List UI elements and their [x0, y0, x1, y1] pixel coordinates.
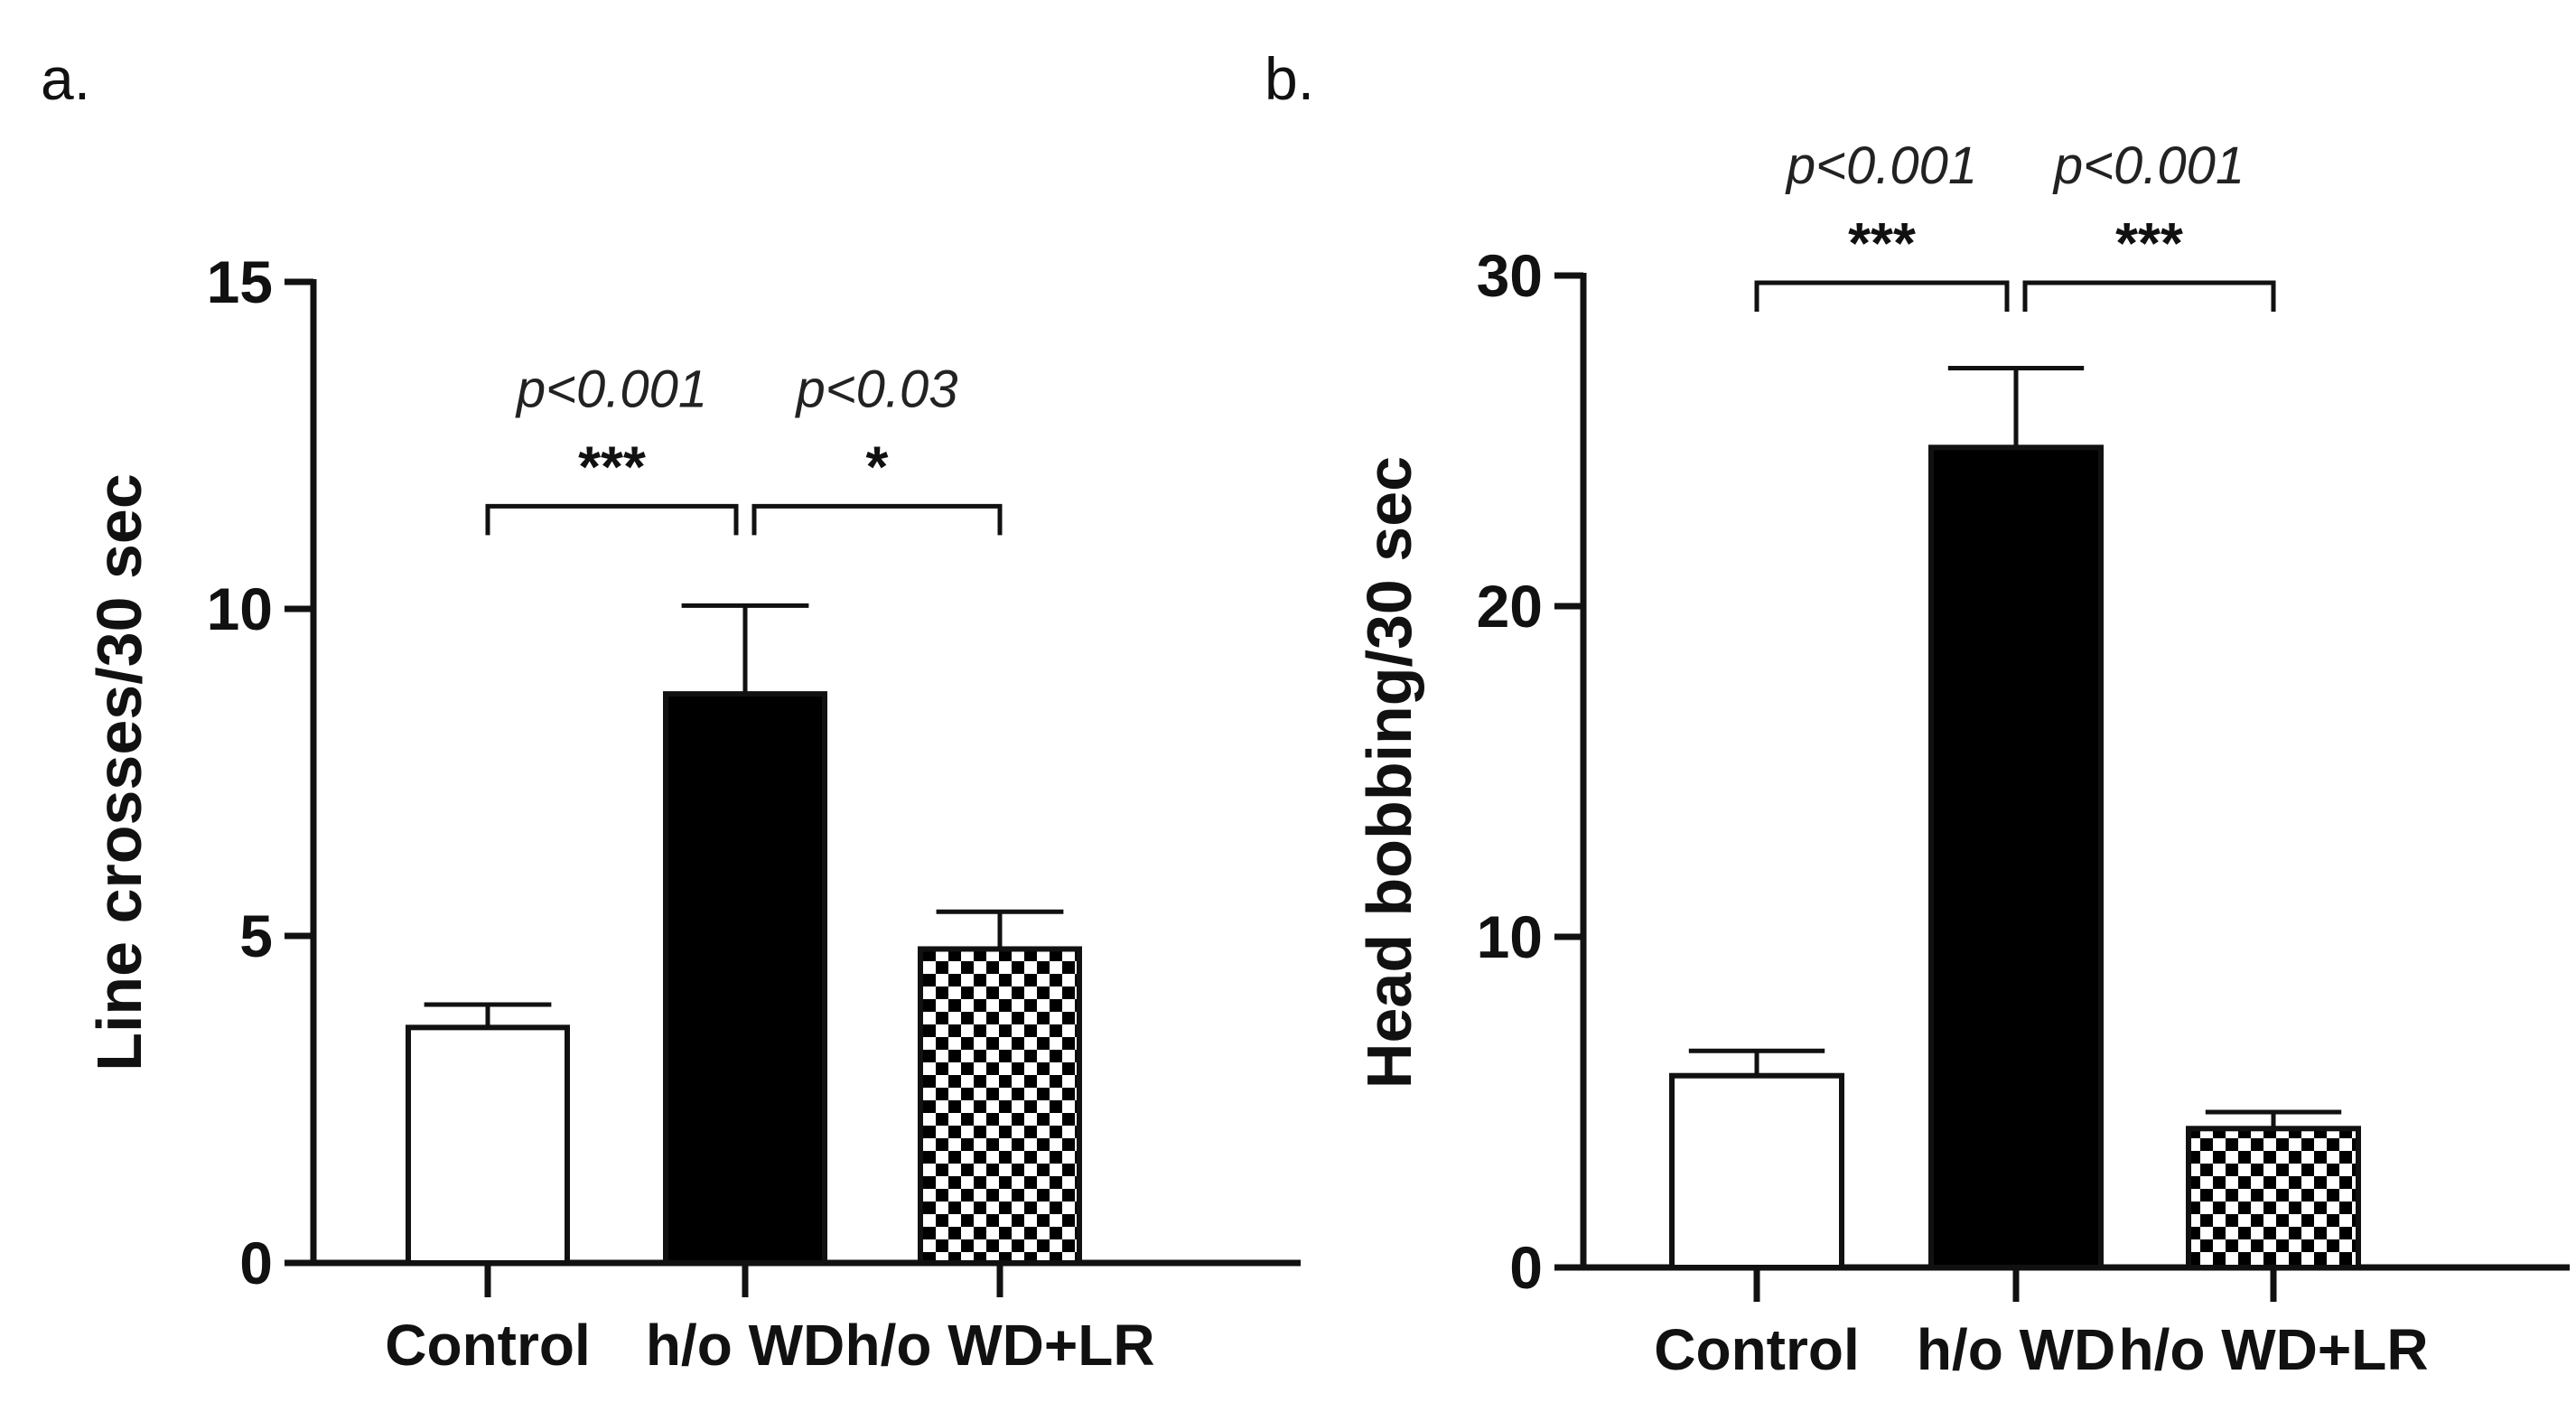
bar-h-o-wd — [1928, 444, 2104, 1270]
significance-stars: * — [866, 434, 889, 499]
x-tick-label: h/o WD — [646, 1313, 845, 1378]
significance-stars: *** — [2115, 210, 2183, 276]
panel-a: a. Line crosses/30 sec 0 5 10 15 Control h/o … — [41, 45, 1301, 1378]
bar-h-o-wd-lr — [918, 946, 1082, 1266]
bar-h-o-wd — [663, 691, 827, 1266]
y-axis-title: Line crosses/30 sec — [84, 473, 154, 1071]
panel-label: a. — [41, 45, 90, 112]
y-tick-label: 5 — [239, 902, 273, 969]
y-tick-label: 0 — [239, 1230, 273, 1296]
y-tick-label: 0 — [1509, 1234, 1543, 1301]
y-tick-label: 15 — [207, 248, 273, 315]
x-tick-label: Control — [385, 1313, 591, 1378]
bar-h-o-wd-lr — [2186, 1126, 2361, 1271]
p-value: p<0.001 — [515, 360, 707, 418]
x-tick-label: h/o WD+LR — [2118, 1317, 2428, 1382]
x-tick-label: h/o WD+LR — [845, 1313, 1154, 1378]
y-tick-label: 10 — [207, 575, 273, 642]
y-tick-label: 30 — [1477, 242, 1543, 309]
significance-bracket — [751, 503, 1003, 536]
bar-control — [406, 1024, 570, 1266]
significance-stars: *** — [1848, 210, 1916, 276]
y-axis-title: Head bobbing/30 sec — [1354, 456, 1424, 1089]
significance-bracket — [2022, 280, 2276, 312]
panel-b: b. Head bobbing/30 sec 0 10 20 30 Control h/o… — [1265, 45, 2570, 1382]
significance-bracket — [485, 503, 739, 536]
bar-control — [1669, 1072, 1844, 1270]
y-tick-label: 10 — [1477, 903, 1543, 970]
x-tick-label: Control — [1654, 1317, 1860, 1382]
p-value: p<0.03 — [794, 360, 957, 418]
significance-stars: *** — [578, 434, 646, 499]
x-tick-label: h/o WD — [1917, 1317, 2115, 1382]
p-value: p<0.001 — [2052, 136, 2245, 195]
significance-bracket — [1754, 280, 2010, 312]
y-tick-label: 20 — [1477, 573, 1543, 640]
panel-label: b. — [1265, 45, 1314, 112]
p-value: p<0.001 — [1785, 136, 1977, 195]
